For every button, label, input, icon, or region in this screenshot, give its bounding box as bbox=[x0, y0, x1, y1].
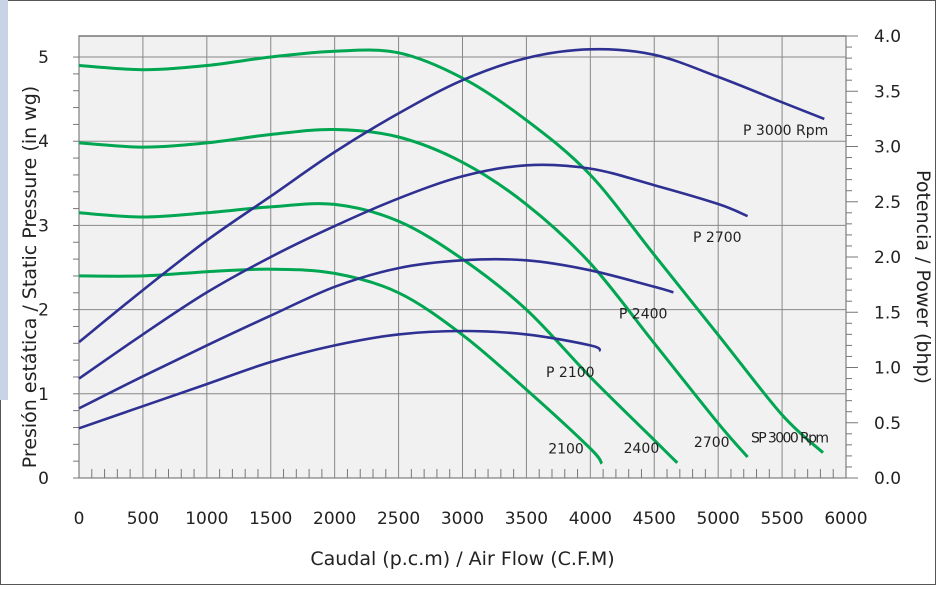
gridlines bbox=[78, 36, 847, 479]
power-curve bbox=[78, 47, 825, 344]
curves bbox=[78, 47, 825, 465]
x-tick-label: 5000 bbox=[697, 509, 740, 529]
x-tick-label: 3500 bbox=[505, 509, 548, 529]
y2-tick-label: 0.0 bbox=[874, 469, 901, 489]
power-curve-label: P 2400 bbox=[619, 306, 668, 322]
y2-tick-label: 0.5 bbox=[874, 414, 901, 434]
y-tick-labels: 0 1 2 3 4 5 bbox=[38, 48, 49, 489]
y2-tick-label: 3.0 bbox=[874, 138, 901, 158]
x-tick-label: 1000 bbox=[185, 509, 228, 529]
y2-tick-label: 2.5 bbox=[874, 193, 901, 213]
pressure-curve bbox=[78, 127, 749, 458]
y2-tick-label: 4.0 bbox=[874, 27, 901, 47]
pressure-curve-label: 2100 bbox=[548, 442, 584, 458]
pressure-curve bbox=[78, 267, 604, 465]
x-tick-label: 4000 bbox=[569, 509, 612, 529]
power-curve-label: P 2100 bbox=[546, 365, 595, 381]
y2-tick-label: 3.5 bbox=[874, 82, 901, 102]
power-curve bbox=[78, 257, 674, 410]
minor-ticks bbox=[73, 35, 858, 479]
pressure-curve bbox=[78, 48, 825, 454]
x-tick-label: 1500 bbox=[249, 509, 292, 529]
x-tick-label: 2500 bbox=[377, 509, 420, 529]
x-tick-label: 500 bbox=[127, 509, 159, 529]
y-tick-label: 0 bbox=[38, 469, 49, 489]
x-tick-label: 6000 bbox=[824, 509, 867, 529]
x-axis-title: Caudal (p.c.m) / Air Flow (C.F.M) bbox=[310, 548, 614, 570]
y-tick-label: 2 bbox=[38, 301, 49, 321]
y-axis-title: Presión estática / Static Pressure (in w… bbox=[19, 86, 41, 468]
y2-tick-label: 1.5 bbox=[874, 303, 901, 323]
power-curve bbox=[78, 329, 602, 430]
x-tick-label: 3000 bbox=[441, 509, 484, 529]
power-curve bbox=[78, 163, 749, 380]
y-tick-label: 4 bbox=[38, 132, 49, 152]
pressure-curve-label: SP 3000 Rpm bbox=[751, 431, 829, 447]
y-tick-label: 5 bbox=[38, 48, 49, 68]
pressure-curve-label: 2400 bbox=[624, 441, 660, 457]
y2-axis-title: Potencia / Power (bhp) bbox=[912, 170, 934, 384]
y-tick-label: 1 bbox=[38, 385, 49, 405]
power-curve-label: P 2700 bbox=[693, 230, 742, 246]
x-tick-label: 2000 bbox=[313, 509, 356, 529]
power-curve-label: P 3000 Rpm bbox=[743, 123, 828, 139]
x-tick-label: 4500 bbox=[633, 509, 676, 529]
series-labels: 2100 2400 2700 SP 3000 Rpm P 2100 P 2400 P 270… bbox=[546, 123, 829, 458]
y2-tick-label: 2.0 bbox=[874, 248, 901, 268]
pressure-curve-label: 2700 bbox=[694, 435, 730, 451]
y2-tick-labels: 0.0 0.5 1.0 1.5 2.0 2.5 3.0 3.5 4.0 bbox=[874, 27, 901, 489]
left-accent-strip bbox=[0, 0, 8, 400]
x-tick-label: 5500 bbox=[760, 509, 803, 529]
y2-tick-label: 1.0 bbox=[874, 359, 901, 379]
x-tick-label: 0 bbox=[74, 509, 85, 529]
pressure-curve bbox=[78, 202, 679, 464]
y-tick-label: 3 bbox=[38, 216, 49, 236]
x-tick-labels: 0 500 1000 1500 2000 2500 3000 3500 4000 4500 5000… bbox=[74, 509, 868, 529]
